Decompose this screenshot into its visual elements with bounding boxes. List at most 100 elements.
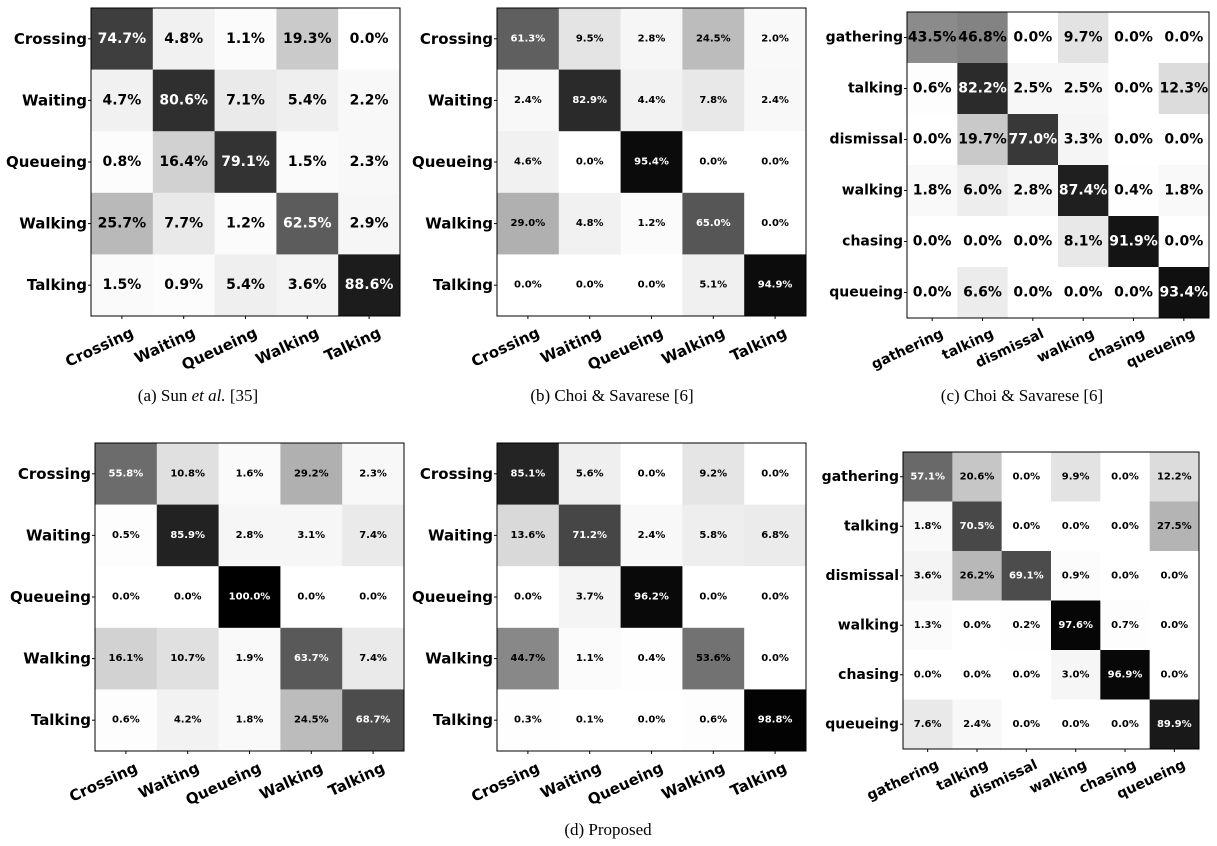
matrix-cell [682, 69, 745, 132]
matrix-cell [1007, 114, 1059, 166]
cell-value-label: 6.8% [761, 530, 789, 541]
matrix-cell [620, 443, 683, 505]
matrix-cell [91, 192, 154, 255]
matrix-cell [338, 131, 401, 194]
col-label: Talking [727, 323, 789, 365]
cell-value-label: 1.5% [288, 154, 327, 170]
row-label: Waiting [22, 91, 87, 109]
cell-value-label: 0.6% [913, 81, 952, 97]
row-label: Crossing [18, 465, 91, 483]
matrix-cell [558, 443, 621, 505]
matrix-cell [682, 566, 745, 629]
matrix-cell [744, 689, 807, 752]
matrix-cell [952, 501, 1002, 552]
cell-value-label: 3.6% [288, 277, 327, 293]
cell-value-label: 3.3% [1064, 132, 1103, 148]
cell-value-label: 0.0% [1164, 30, 1203, 46]
col-label: Walking [257, 758, 326, 803]
subfigure-caption: (b) Choi & Savarese [6] [530, 386, 693, 405]
matrix-cell [1149, 551, 1200, 601]
row-label: Walking [425, 650, 493, 668]
matrix-cell [276, 131, 339, 194]
row-label: talking [844, 518, 899, 534]
cell-value-label: 27.5% [1157, 521, 1192, 532]
matrix-cell [1058, 216, 1109, 268]
cell-value-label: 7.8% [699, 95, 727, 106]
cell-value-label: 29.0% [511, 218, 546, 229]
cell-value-label: 13.6% [511, 530, 546, 541]
matrix-cell [1149, 501, 1200, 552]
matrix-cell [338, 69, 401, 132]
matrix-cell [558, 131, 621, 194]
cell-value-label: 2.8% [1013, 183, 1052, 199]
cell-value-label: 4.8% [164, 31, 203, 47]
matrix-cell [957, 267, 1008, 319]
cell-value-label: 12.3% [1160, 81, 1209, 97]
cell-value-label: 1.5% [102, 277, 141, 293]
cell-value-label: 2.2% [350, 92, 389, 108]
cell-value-label: 0.0% [638, 280, 666, 291]
matrix-cell [91, 131, 154, 194]
matrix-cell [558, 504, 621, 567]
cell-value-label: 0.1% [576, 715, 604, 726]
cell-value-label: 19.7% [958, 132, 1007, 148]
matrix-cell [497, 504, 560, 567]
cell-value-label: 1.2% [226, 216, 265, 232]
row-label: Talking [433, 276, 493, 294]
row-label: Talking [433, 711, 493, 729]
row-label: Queueing [6, 153, 87, 171]
cell-value-label: 25.7% [98, 216, 147, 232]
cell-value-label: 6.0% [963, 183, 1002, 199]
cell-value-label: 85.1% [511, 468, 546, 479]
cell-value-label: 1.2% [638, 218, 666, 229]
matrix-cell [558, 69, 621, 132]
cell-value-label: 6.6% [963, 285, 1002, 301]
matrix-cell [1108, 267, 1159, 319]
cell-value-label: 29.2% [294, 468, 329, 479]
cell-value-label: 0.0% [576, 280, 604, 291]
row-label: Talking [31, 711, 91, 729]
cell-value-label: 55.8% [109, 468, 144, 479]
row-label: walking [842, 183, 903, 199]
cell-value-label: 0.0% [514, 280, 542, 291]
cell-value-label: 1.1% [576, 653, 604, 664]
matrix-cell [1001, 600, 1052, 651]
matrix-cell [218, 566, 281, 629]
row-label: talking [848, 81, 903, 97]
cell-value-label: 0.0% [514, 592, 542, 603]
cell-value-label: 2.4% [638, 530, 666, 541]
matrix-cell [682, 443, 745, 505]
col-label: Crossing [66, 758, 140, 805]
cell-value-label: 0.0% [913, 285, 952, 301]
cell-value-label: 0.0% [174, 592, 202, 603]
row-label: chasing [842, 234, 903, 250]
matrix-cell [952, 551, 1002, 601]
cell-value-label: 3.1% [297, 530, 325, 541]
matrix-cell [620, 566, 683, 629]
cell-value-label: 0.9% [1062, 570, 1090, 581]
matrix-cell [682, 192, 745, 255]
matrix-cell [1001, 452, 1052, 502]
cell-value-label: 9.7% [1064, 30, 1103, 46]
matrix-cell [497, 254, 560, 317]
cell-value-label: 0.0% [638, 715, 666, 726]
matrix-cell [338, 254, 401, 317]
cell-value-label: 0.0% [761, 218, 789, 229]
matrix-cell [1058, 114, 1109, 166]
cell-value-label: 2.4% [963, 719, 991, 730]
matrix-cell [152, 192, 215, 255]
cell-value-label: 61.3% [511, 33, 546, 44]
cell-value-label: 5.1% [699, 280, 727, 291]
cell-value-label: 9.5% [576, 33, 604, 44]
cell-value-label: 0.5% [112, 530, 140, 541]
cell-value-label: 0.0% [1064, 285, 1103, 301]
cell-value-label: 0.0% [1160, 570, 1188, 581]
cell-value-label: 0.0% [112, 592, 140, 603]
cell-value-label: 10.8% [170, 468, 205, 479]
matrix-cell [682, 131, 745, 194]
matrix-cell [903, 600, 953, 651]
matrix-cell [1001, 699, 1052, 750]
matrix-cell [338, 8, 401, 70]
matrix-cell [91, 8, 154, 70]
cell-value-label: 96.9% [1108, 669, 1143, 680]
